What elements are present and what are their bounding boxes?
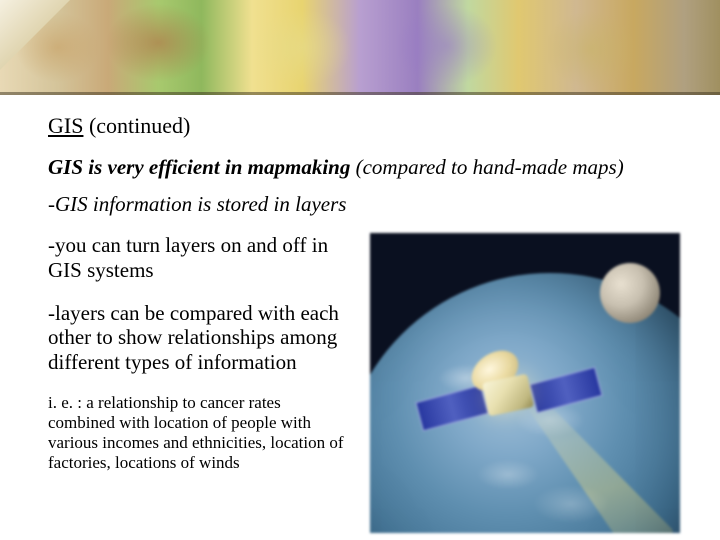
title-underlined: GIS — [48, 113, 83, 138]
satellite-over-earth-image — [370, 233, 680, 533]
moon-icon — [600, 263, 660, 323]
paragraph-toggle-layers: -you can turn layers on and off in GIS s… — [48, 233, 348, 283]
image-column — [366, 233, 680, 533]
efficiency-bold: GIS is very efficient in mapmaking — [48, 155, 350, 179]
page-curl-corner — [0, 0, 70, 70]
slide-content: GIS (continued) GIS is very efficient in… — [0, 95, 720, 533]
decorative-banner — [0, 0, 720, 95]
two-column-region: -you can turn layers on and off in GIS s… — [48, 233, 680, 533]
efficiency-rest: (compared to hand-made maps) — [350, 155, 623, 179]
slide-title: GIS (continued) — [48, 113, 680, 139]
banner-divider — [0, 92, 720, 95]
paragraph-example: i. e. : a relationship to cancer rates c… — [48, 393, 348, 473]
paragraph-compare-layers: -layers can be compared with each other … — [48, 301, 348, 375]
efficiency-line: GIS is very efficient in mapmaking (comp… — [48, 155, 680, 180]
text-column: -you can turn layers on and off in GIS s… — [48, 233, 348, 533]
layers-line: -GIS information is stored in layers — [48, 192, 680, 217]
title-rest: (continued) — [83, 113, 190, 138]
